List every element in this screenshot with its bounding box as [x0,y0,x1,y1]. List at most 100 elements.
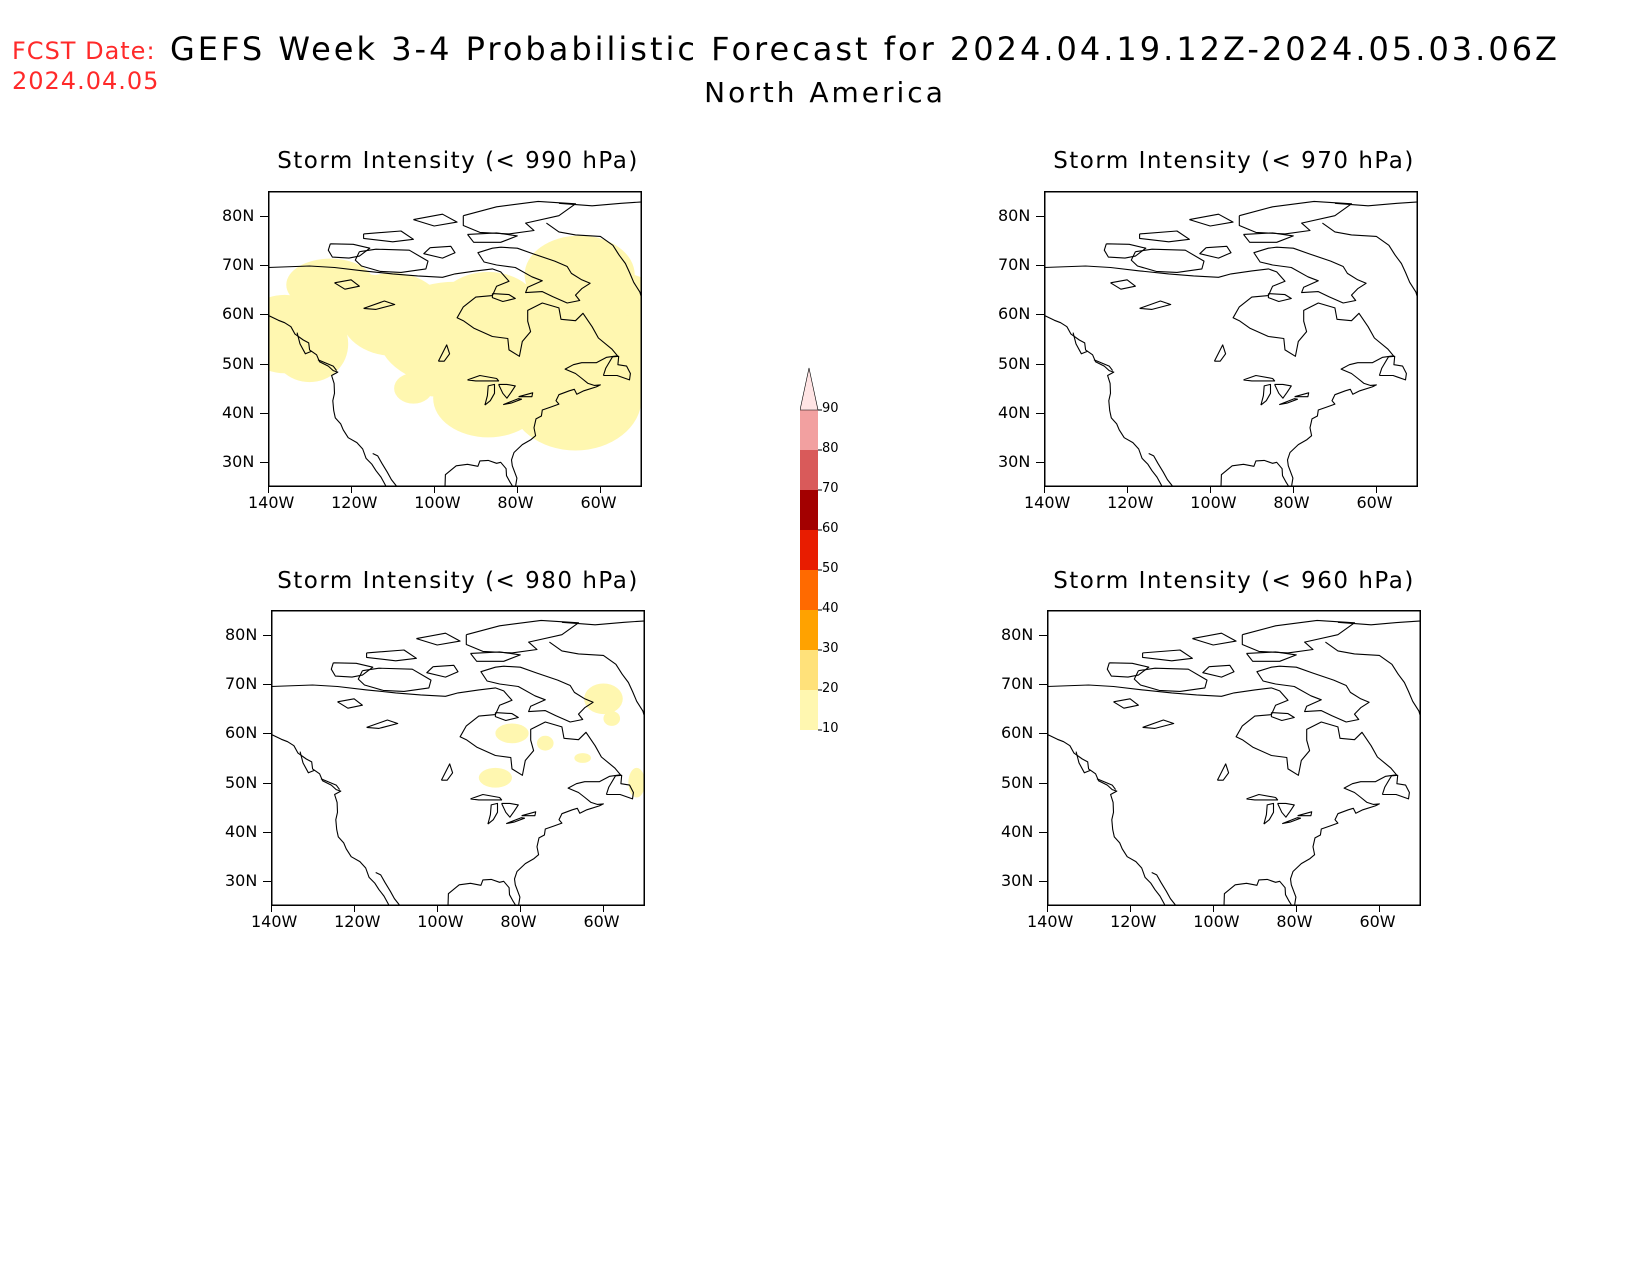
lon-tick [520,906,522,912]
probability-area [469,347,540,410]
coastline [444,459,514,487]
lat-tick [263,733,271,735]
coastline [363,230,414,243]
lat-tick [260,215,268,217]
lon-tick-label: 80W [1276,912,1313,931]
colorbar-label: 30 [822,641,839,656]
lat-tick-label: 60N [1001,723,1034,743]
coastline [1294,392,1310,398]
coastline [1047,684,1398,905]
lat-tick [1039,832,1047,833]
panel-title-970: Storm Intensity (< 970 hPa) [1053,148,1415,174]
lon-tick [437,906,439,912]
lat-tick [260,265,268,266]
lon-tick-label: 120W [1107,493,1154,512]
lon-tick [268,487,269,493]
map-panel-960 [1047,610,1421,906]
coastline [317,359,338,371]
lat-tick-label: 70N [998,255,1031,274]
lon-tick-label: 100W [414,493,461,512]
lon-tick-label: 100W [1193,912,1240,931]
probability-area [628,767,645,798]
lat-tick [1039,684,1047,685]
coastline [1267,293,1292,303]
coastline [505,817,526,825]
lon-tick-label: 140W [1024,493,1071,512]
coastline [1093,359,1114,371]
lon-tick-label: 140W [1027,912,1074,931]
coastline [354,248,429,273]
coastline [1139,300,1172,310]
coastline [1337,620,1421,626]
coastline [605,774,634,800]
map-svg [1047,610,1421,906]
panel-title-960: Storm Intensity (< 960 hPa) [1053,568,1415,594]
coastline [1241,619,1356,654]
coastline [426,664,459,678]
coastline [372,453,398,487]
coastline [1192,632,1237,646]
forecast-date-block: FCST Date: 2024.04.05 [12,36,159,96]
coastline [467,374,500,382]
lat-tick-label: 80N [998,205,1031,225]
colorbar-segment [800,530,818,570]
lon-tick-label: 60W [1359,912,1396,931]
lon-tick-label: 60W [583,912,620,931]
coastline [1189,213,1234,227]
coastline [268,265,619,486]
lon-tick [603,906,605,912]
colorbar-svg [799,367,822,731]
coastline [1139,230,1190,243]
lat-tick [263,832,271,833]
map-panel-970 [1044,191,1418,487]
colorbar-label: 90 [822,401,839,416]
coastline [1047,733,1166,906]
colorbar-label: 10 [822,721,839,736]
lon-tick-label: 60W [1356,493,1393,512]
map-frame [1044,191,1418,487]
coastline [363,300,396,310]
forecast-date-value: 2024.04.05 [12,67,160,95]
coastline [1278,398,1299,406]
lat-tick [1039,782,1047,784]
probability-area [584,683,623,715]
lat-tick [1036,314,1044,316]
lon-tick [1044,487,1045,493]
coastline [467,232,518,243]
coastline [1378,355,1407,381]
lat-tick [260,462,268,464]
coastline [437,344,451,362]
lat-tick-label: 40N [222,403,255,422]
colorbar-segment [800,450,818,490]
lon-tick-label: 60W [580,493,617,512]
lat-tick-label: 50N [225,772,258,792]
lat-tick-label: 60N [225,723,258,743]
coastline [440,763,454,781]
coastline [1151,872,1177,906]
coastline [423,245,456,259]
coastline [480,665,594,723]
coastline [271,684,622,905]
probability-area [286,258,375,311]
colorbar-segment [800,570,818,610]
coastline [366,649,417,662]
colorbar-label: 40 [822,601,839,616]
coastline [1334,201,1418,207]
coastline [521,811,537,817]
coastline [1216,763,1230,781]
lon-tick-label: 140W [251,912,298,931]
lat-tick [1036,462,1044,464]
coastline [462,200,577,235]
coastline [1260,383,1272,406]
probability-area [531,358,570,389]
colorbar-legend: 10 20 30 40 50 60 70 80 90 [799,330,860,774]
panel-title-990: Storm Intensity (< 990 hPa) [277,148,639,174]
coastline [1220,459,1290,487]
colorbar-label: 80 [822,441,839,456]
lat-tick-label: 60N [998,304,1031,324]
probability-area [574,753,591,763]
lon-tick [1127,487,1129,493]
coastline [366,719,399,729]
coastline [334,279,360,290]
colorbar-segment [800,650,818,690]
